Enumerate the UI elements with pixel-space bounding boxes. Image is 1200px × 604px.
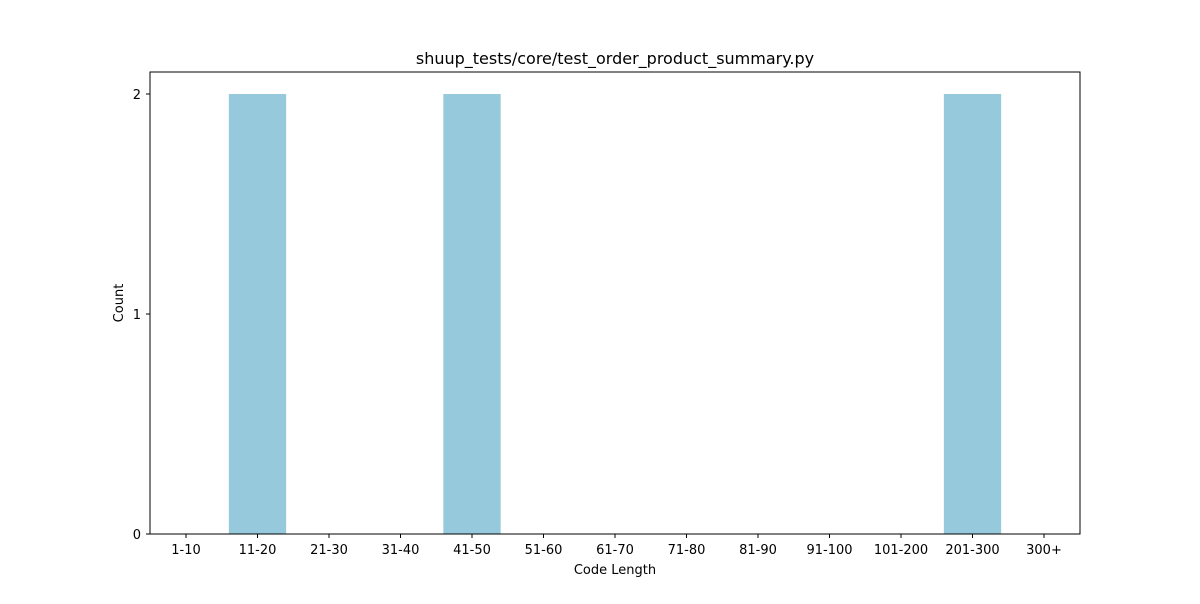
- bars-group: [228, 94, 1002, 534]
- x-tick-label: 91-100: [806, 543, 852, 558]
- x-axis-ticks: 1-10 11-20 21-30 31-40 41-50 51-60 61-70 71-80 8…: [171, 534, 1062, 558]
- x-tick-label: 61-70: [596, 543, 634, 558]
- x-tick-label: 300+: [1026, 543, 1062, 558]
- x-tick-label: 1-10: [171, 543, 201, 558]
- bar-11-20: [228, 94, 287, 534]
- y-tick-label: 1: [133, 308, 141, 323]
- y-axis-label: Count: [112, 284, 127, 323]
- x-tick-label: 101-200: [874, 543, 928, 558]
- y-tick-label: 2: [133, 88, 141, 103]
- x-tick-label: 31-40: [382, 543, 420, 558]
- bar-41-50: [443, 94, 501, 534]
- x-tick-label: 71-80: [668, 543, 706, 558]
- x-tick-label: 81-90: [739, 543, 777, 558]
- y-tick-label: 0: [133, 528, 141, 543]
- x-tick-label: 41-50: [453, 543, 491, 558]
- bar-201-300: [943, 94, 1002, 534]
- x-tick-label: 11-20: [239, 543, 277, 558]
- x-tick-label: 201-300: [945, 543, 999, 558]
- chart-title: shuup_tests/core/test_order_product_summ…: [416, 49, 814, 69]
- y-axis-ticks: 0 1 2: [133, 88, 150, 543]
- x-axis-label: Code Length: [574, 563, 656, 578]
- x-tick-label: 21-30: [310, 543, 348, 558]
- x-tick-label: 51-60: [525, 543, 563, 558]
